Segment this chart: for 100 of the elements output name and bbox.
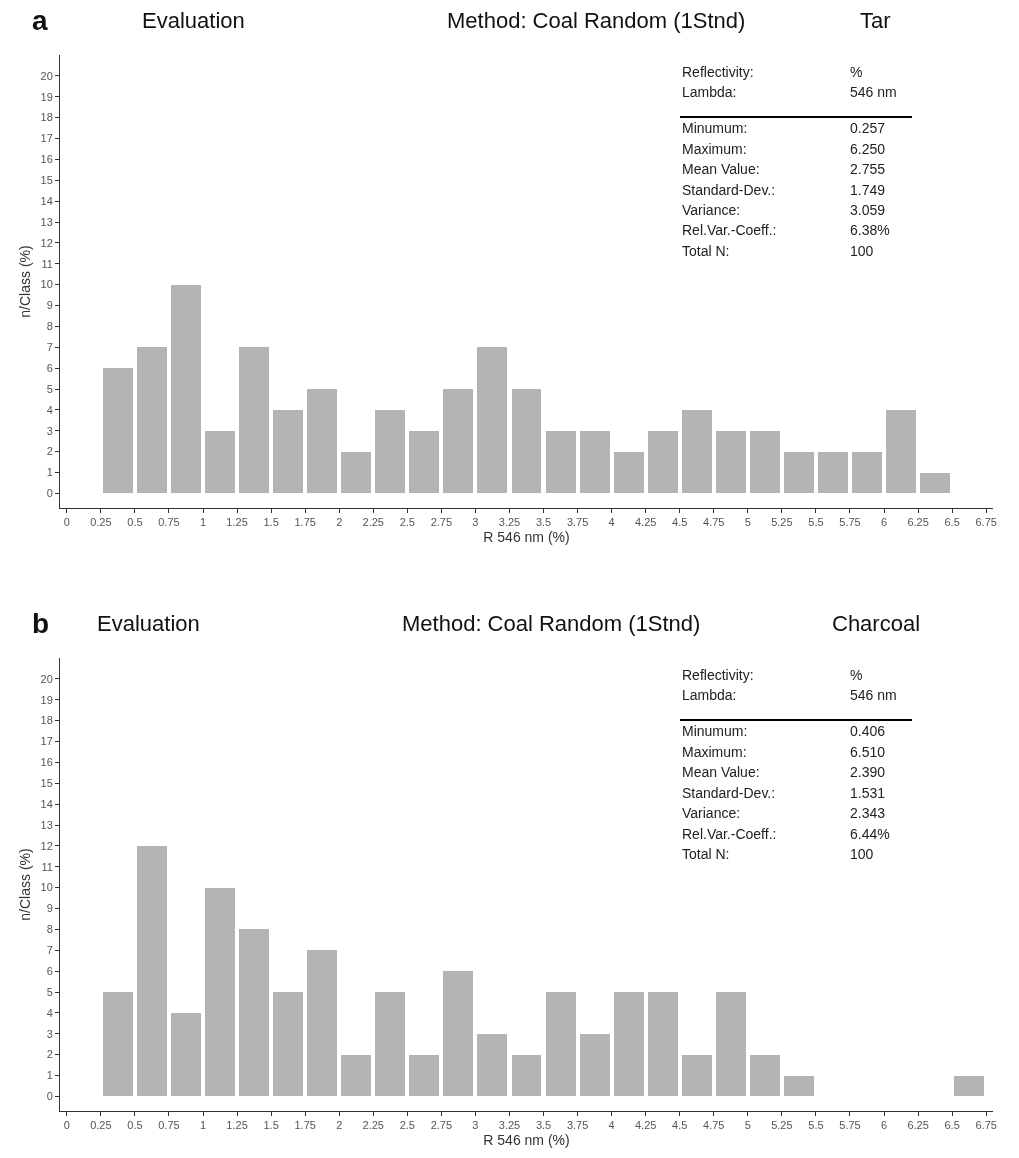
annotation: Mean Value: xyxy=(682,764,760,780)
y-tick-label: 16 xyxy=(40,756,53,769)
x-tick-label: 2.25 xyxy=(362,1119,384,1132)
annotation: 2.343 xyxy=(850,805,886,821)
x-tick-label: 2.75 xyxy=(430,1119,453,1132)
annotation: 100 xyxy=(850,846,874,862)
y-tick-label: 11 xyxy=(41,860,53,873)
annotation: Total N: xyxy=(682,846,730,862)
annotation: Maximum: xyxy=(682,744,747,760)
x-tick-label: 0.25 xyxy=(90,1119,112,1132)
x-tick-label: 3 xyxy=(472,516,479,529)
annotation: 6.38% xyxy=(850,222,890,238)
x-tick-label: 5 xyxy=(744,1119,751,1132)
annotation: Rel.Var.-Coeff.: xyxy=(682,222,777,238)
x-axis-title: R 546 nm (%) xyxy=(483,528,570,545)
x-tick-label: 6.75 xyxy=(975,516,997,529)
y-tick-label: 19 xyxy=(40,693,53,706)
x-tick-label: 5.5 xyxy=(808,516,824,529)
x-tick-label: 2 xyxy=(336,1119,343,1132)
annotation: 6.510 xyxy=(850,744,886,760)
y-tick-label: 9 xyxy=(46,902,53,915)
x-tick-label: 6 xyxy=(880,516,888,529)
x-tick-label: 1.5 xyxy=(263,516,279,529)
x-tick-label: 1.5 xyxy=(263,1119,279,1132)
y-tick-label: 6 xyxy=(46,964,53,977)
y-tick-label: 17 xyxy=(40,735,53,748)
text: Tar xyxy=(860,8,891,33)
y-tick-label: 7 xyxy=(46,944,53,957)
y-tick-label: 1 xyxy=(46,1069,53,1082)
y-tick-label: 3 xyxy=(46,424,53,437)
x-tick-label: 6.25 xyxy=(907,1119,929,1132)
x-tick-label: 1 xyxy=(199,516,207,529)
text: Charcoal xyxy=(832,611,921,636)
y-tick-label: 16 xyxy=(40,153,53,166)
y-tick-label: 6 xyxy=(46,361,53,374)
x-tick-label: 6.25 xyxy=(907,516,929,529)
text: b xyxy=(32,608,50,639)
annotation: Reflectivity: xyxy=(682,667,754,683)
y-tick-label: 17 xyxy=(40,132,53,145)
y-tick-label: 14 xyxy=(40,194,53,207)
x-tick-label: 5.25 xyxy=(771,516,793,529)
y-tick-label: 18 xyxy=(40,714,53,727)
chart-title: Evaluation xyxy=(97,611,200,636)
x-tick-label: 0.25 xyxy=(90,516,112,529)
x-tick-label: 4.75 xyxy=(703,1119,725,1132)
annotation: Lambda: xyxy=(682,84,737,100)
y-axis-title: n/Class (%) xyxy=(17,245,34,318)
y-tick-label: 8 xyxy=(46,320,53,333)
y-axis-title: n/Class (%) xyxy=(17,848,34,921)
x-tick-label: 3 xyxy=(472,1119,479,1132)
x-tick-label: 1.75 xyxy=(294,516,316,529)
x-tick-label: 0.5 xyxy=(127,516,143,529)
y-tick-label: 0 xyxy=(46,487,53,500)
y-tick-label: 3 xyxy=(46,1027,53,1040)
x-tick-label: 4.25 xyxy=(634,516,657,529)
x-tick-label: 5.75 xyxy=(839,516,861,529)
annotation: 1.749 xyxy=(850,182,886,198)
chart-subtitle: Method: Coal Random (1Stnd) xyxy=(402,611,701,636)
x-tick-label: 6 xyxy=(880,1119,888,1132)
annotation: 2.390 xyxy=(850,764,886,780)
x-tick-label: 2.25 xyxy=(362,516,384,529)
y-tick-label: 13 xyxy=(40,215,53,228)
x-tick-label: 1.25 xyxy=(226,1119,248,1132)
annotation: 6.250 xyxy=(850,141,886,157)
x-tick-label: 3.5 xyxy=(535,1119,552,1132)
annotation: Variance: xyxy=(682,202,741,218)
annotation: 0.406 xyxy=(850,723,886,739)
x-tick-label: 3.75 xyxy=(566,516,589,529)
text: a xyxy=(32,5,48,36)
y-tick-label: 7 xyxy=(46,341,53,354)
y-tick-label: 12 xyxy=(40,839,53,852)
x-tick-label: 3.25 xyxy=(498,516,521,529)
x-tick-label: 3.25 xyxy=(498,1119,521,1132)
x-tick-label: 5.5 xyxy=(808,1119,824,1132)
annotation: 100 xyxy=(850,243,874,259)
y-tick-label: 19 xyxy=(40,90,53,103)
y-tick-label: 12 xyxy=(40,236,53,249)
x-tick-label: 3.5 xyxy=(535,516,552,529)
annotation: Total N: xyxy=(682,243,730,259)
y-tick-label: 10 xyxy=(40,278,53,291)
annotation: Rel.Var.-Coeff.: xyxy=(682,826,777,842)
annotation: Variance: xyxy=(682,805,741,821)
y-tick-label: 15 xyxy=(40,174,53,187)
x-tick-label: 6.5 xyxy=(944,516,960,529)
x-tick-label: 1.75 xyxy=(294,1119,316,1132)
annotation: Mean Value: xyxy=(682,161,760,177)
y-tick-label: 5 xyxy=(46,382,53,395)
annotation: Reflectivity: xyxy=(682,64,754,80)
y-tick-label: 5 xyxy=(46,985,53,998)
y-tick-label: 4 xyxy=(46,403,53,416)
annotation: Minumum: xyxy=(682,723,748,739)
x-tick-label: 4 xyxy=(608,516,615,529)
annotation: Maximum: xyxy=(682,141,747,157)
y-tick-label: 11 xyxy=(41,257,53,270)
y-tick-label: 1 xyxy=(46,466,53,479)
x-tick-label: 2.5 xyxy=(399,516,415,529)
x-tick-label: 0.75 xyxy=(158,516,180,529)
annotation: 6.44% xyxy=(850,826,890,842)
annotation: Standard-Dev.: xyxy=(682,182,776,198)
annotation: Lambda: xyxy=(682,687,737,703)
